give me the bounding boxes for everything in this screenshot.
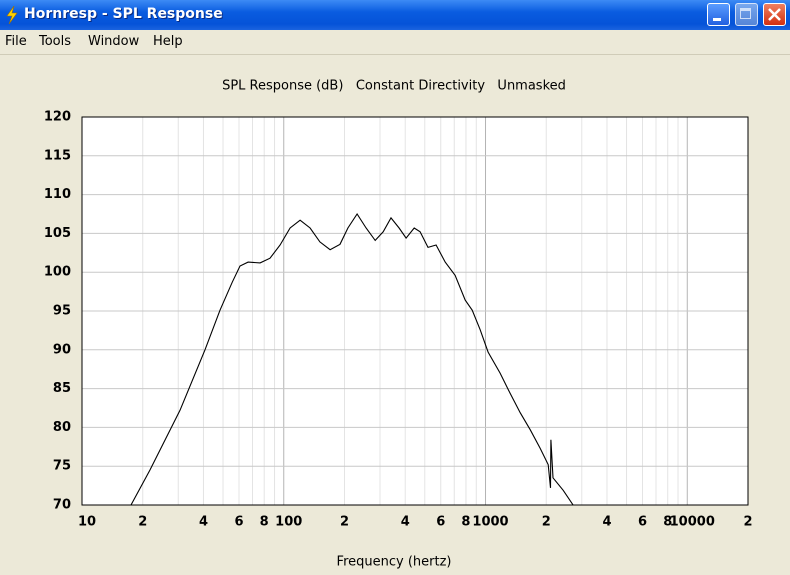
plot-frame [81, 116, 749, 506]
x-tick-label: 2 [340, 515, 349, 530]
maximize-button [735, 3, 758, 26]
y-tick-label: 75 [53, 459, 71, 474]
y-tick-label: 85 [53, 381, 71, 396]
menu-item[interactable]: Help [153, 34, 183, 49]
title-bar: Hornresp - SPL Response [0, 0, 790, 30]
y-tick-label: 120 [44, 110, 71, 125]
x-tick-label: 10 [78, 515, 96, 530]
y-tick-label: 115 [44, 148, 71, 163]
y-tick-label: 70 [53, 498, 71, 513]
y-tick-label: 100 [44, 265, 71, 280]
menu-item[interactable]: Window [88, 34, 140, 49]
x-tick-label: 2 [542, 515, 551, 530]
x-tick-label: 100 [275, 515, 302, 530]
chart-title: SPL Response (dB) Constant Directivity U… [222, 79, 566, 94]
y-tick-label: 90 [53, 342, 71, 357]
x-tick-label: 4 [199, 515, 208, 530]
close-button[interactable] [763, 3, 786, 26]
x-tick-label: 10000 [670, 515, 715, 530]
x-tick-label: 4 [602, 515, 611, 530]
y-tick-label: 95 [53, 304, 71, 319]
x-tick-label: 8 [260, 515, 269, 530]
x-axis-label: Frequency (hertz) [337, 555, 452, 570]
y-tick-label: 80 [53, 420, 71, 435]
x-tick-label: 2 [743, 515, 752, 530]
x-tick-label: 4 [401, 515, 410, 530]
x-tick-label: 8 [461, 515, 470, 530]
x-tick-label: 8 [663, 515, 672, 530]
x-tick-label: 6 [638, 515, 647, 530]
menu-item[interactable]: Tools [39, 34, 72, 49]
x-tick-label: 2 [138, 515, 147, 530]
x-tick-label: 1000 [472, 515, 508, 530]
app-icon [6, 6, 18, 24]
menu-item[interactable]: File [5, 34, 27, 49]
x-tick-label: 6 [234, 515, 243, 530]
window-title: Hornresp - SPL Response [24, 6, 223, 22]
x-tick-label: 6 [436, 515, 445, 530]
minimize-button[interactable] [707, 3, 730, 26]
y-tick-label: 110 [44, 187, 71, 202]
y-tick-label: 105 [44, 226, 71, 241]
spl-curve [130, 212, 574, 505]
chart: SPL Response (dB) Constant Directivity U… [44, 79, 753, 570]
menu-bar: File Tools Window Help [0, 30, 790, 55]
